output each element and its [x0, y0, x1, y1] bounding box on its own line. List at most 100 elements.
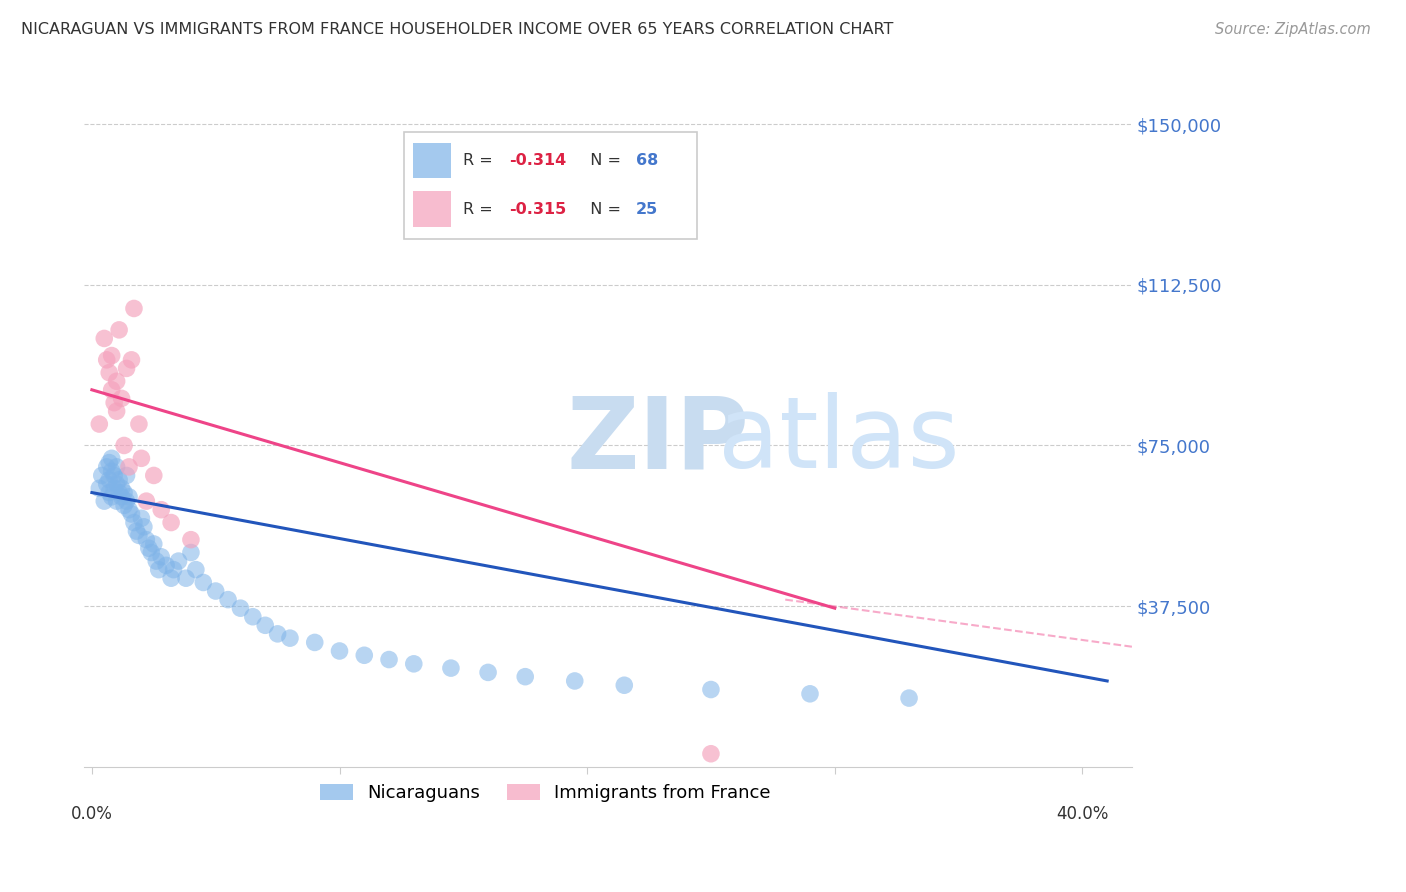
Point: [204, 584, 226, 599]
Point: [115, 494, 138, 508]
Point: [98, 473, 121, 487]
Point: [108, 485, 131, 500]
Point: [96, 477, 118, 491]
Point: [402, 657, 425, 671]
Point: [93, 331, 115, 345]
Point: [799, 687, 821, 701]
Point: [122, 516, 145, 530]
Point: [132, 520, 155, 534]
Point: [564, 673, 586, 688]
Point: [108, 473, 131, 487]
Point: [93, 494, 115, 508]
Point: [477, 665, 499, 680]
Text: 40.0%: 40.0%: [1056, 805, 1108, 823]
Point: [121, 352, 143, 367]
Point: [108, 323, 131, 337]
Point: [254, 618, 277, 632]
Point: [160, 516, 183, 530]
Point: [613, 678, 636, 692]
Point: [155, 558, 177, 573]
Point: [96, 352, 118, 367]
Point: [142, 537, 165, 551]
Point: [112, 499, 135, 513]
Point: [266, 627, 288, 641]
Point: [141, 545, 163, 559]
Point: [100, 490, 122, 504]
Point: [440, 661, 463, 675]
Point: [105, 459, 128, 474]
Point: [100, 451, 122, 466]
Point: [103, 468, 125, 483]
Point: [100, 349, 122, 363]
Point: [328, 644, 350, 658]
Text: atlas: atlas: [718, 392, 960, 489]
Point: [135, 533, 157, 547]
Point: [278, 631, 301, 645]
Point: [115, 361, 138, 376]
Point: [145, 554, 167, 568]
Text: 0.0%: 0.0%: [70, 805, 112, 823]
Point: [100, 464, 122, 478]
Point: [110, 481, 132, 495]
Point: [98, 366, 121, 380]
Point: [148, 563, 170, 577]
Legend: Nicaraguans, Immigrants from France: Nicaraguans, Immigrants from France: [314, 777, 778, 810]
Point: [217, 592, 239, 607]
Point: [128, 417, 150, 431]
Point: [1319, 759, 1341, 773]
Point: [110, 392, 132, 406]
Point: [118, 459, 141, 474]
Point: [105, 374, 128, 388]
Point: [193, 575, 215, 590]
Point: [105, 494, 128, 508]
Point: [135, 494, 157, 508]
Point: [105, 404, 128, 418]
Point: [1344, 673, 1367, 688]
Point: [103, 395, 125, 409]
Point: [184, 563, 207, 577]
Point: [118, 502, 141, 516]
Point: [121, 507, 143, 521]
Point: [180, 545, 202, 559]
Point: [115, 468, 138, 483]
Point: [131, 451, 153, 466]
Point: [242, 609, 264, 624]
Point: [98, 485, 121, 500]
Point: [125, 524, 148, 538]
Point: [138, 541, 160, 556]
Point: [105, 477, 128, 491]
Point: [89, 417, 111, 431]
Point: [112, 485, 135, 500]
Point: [103, 481, 125, 495]
Point: [122, 301, 145, 316]
Text: NICARAGUAN VS IMMIGRANTS FROM FRANCE HOUSEHOLDER INCOME OVER 65 YEARS CORRELATIO: NICARAGUAN VS IMMIGRANTS FROM FRANCE HOU…: [21, 22, 893, 37]
Point: [700, 747, 723, 761]
Text: ZIP: ZIP: [567, 392, 749, 489]
Point: [353, 648, 375, 663]
Point: [160, 571, 183, 585]
Point: [700, 682, 723, 697]
Point: [898, 691, 921, 706]
Point: [98, 456, 121, 470]
Point: [150, 549, 173, 564]
Point: [142, 468, 165, 483]
Point: [118, 490, 141, 504]
Point: [131, 511, 153, 525]
Text: Source: ZipAtlas.com: Source: ZipAtlas.com: [1215, 22, 1371, 37]
Point: [90, 468, 112, 483]
Point: [378, 652, 401, 666]
Point: [128, 528, 150, 542]
Point: [515, 670, 537, 684]
Point: [174, 571, 197, 585]
Point: [100, 383, 122, 397]
Point: [89, 481, 111, 495]
Point: [180, 533, 202, 547]
Point: [150, 502, 173, 516]
Point: [304, 635, 326, 649]
Point: [167, 554, 190, 568]
Point: [110, 490, 132, 504]
Point: [96, 459, 118, 474]
Point: [229, 601, 252, 615]
Point: [162, 563, 184, 577]
Point: [112, 438, 135, 452]
